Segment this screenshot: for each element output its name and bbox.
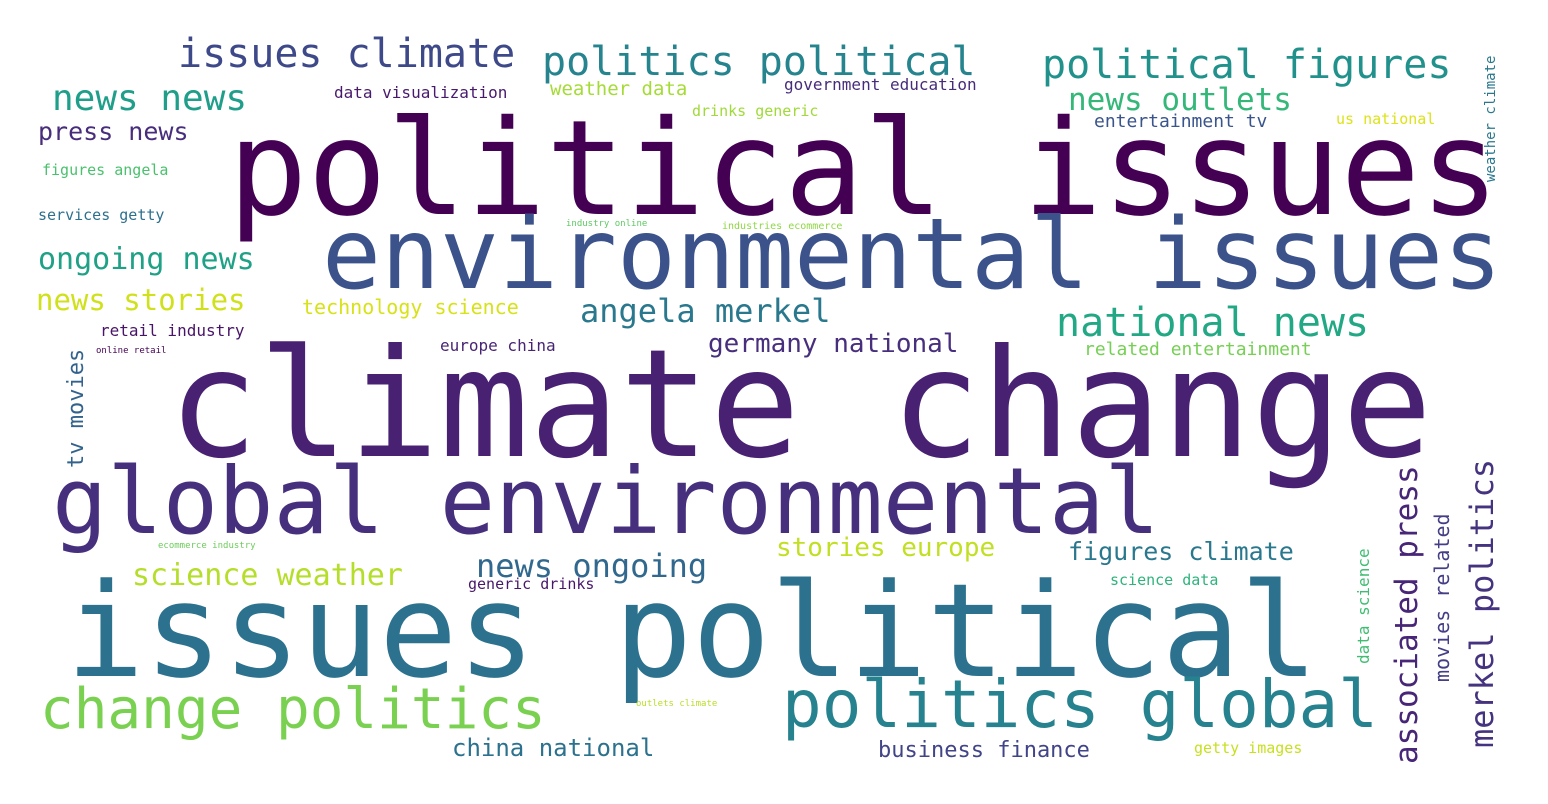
word-political-figures: political figures xyxy=(1042,42,1452,88)
word-europe-china: europe china xyxy=(440,336,556,355)
word-data-science: data science xyxy=(1354,548,1373,664)
word-politics-political: politics political xyxy=(542,39,976,85)
word-generic-drinks: generic drinks xyxy=(468,575,595,593)
word-angela-merkel: angela merkel xyxy=(580,292,831,330)
word-news-ongoing: news ongoing xyxy=(476,547,708,585)
word-change-politics: change politics xyxy=(40,677,546,742)
word-stories-europe: stories europe xyxy=(776,533,996,563)
word-related-entertainment: related entertainment xyxy=(1084,339,1312,360)
word-outlets-climate: outlets climate xyxy=(636,699,718,709)
word-issues-political: issues political xyxy=(66,555,1319,707)
word-ecommerce-industry: ecommerce industry xyxy=(158,541,256,551)
word-china-national: china national xyxy=(452,734,655,762)
word-business-finance: business finance xyxy=(878,738,1090,763)
word-press-news: press news xyxy=(38,117,189,146)
word-retail-industry: retail industry xyxy=(100,321,245,340)
word-technology-science: technology science xyxy=(302,295,519,319)
word-news-outlets: news outlets xyxy=(1068,82,1292,118)
word-data-visualization: data visualization xyxy=(334,83,508,102)
word-science-data: science data xyxy=(1110,571,1219,589)
word-us-national: us national xyxy=(1336,110,1436,128)
word-ongoing-news: ongoing news xyxy=(38,242,255,277)
word-tv-movies: tv movies xyxy=(64,348,89,468)
word-figures-climate: figures climate xyxy=(1068,537,1294,566)
word-associated-press: associated press xyxy=(1389,465,1425,764)
word-environmental-issues: environmental issues xyxy=(322,198,1503,312)
word-issues-climate: issues climate xyxy=(178,31,516,77)
word-industries-ecommerce: industries ecommerce xyxy=(722,221,843,232)
word-entertainment-tv: entertainment tv xyxy=(1094,111,1268,132)
word-politics-global: politics global xyxy=(782,666,1379,743)
word-getty-images: getty images xyxy=(1194,739,1303,757)
word-services-getty: services getty xyxy=(38,206,165,224)
word-news-stories: news stories xyxy=(36,283,246,317)
word-global-environmental: global environmental xyxy=(52,448,1160,555)
word-weather-climate: weather climate xyxy=(1483,55,1499,182)
word-drinks-generic: drinks generic xyxy=(692,102,819,120)
word-climate-change: climate change xyxy=(168,318,1433,492)
word-science-weather: science weather xyxy=(132,558,403,593)
word-government-education: government education xyxy=(784,75,977,94)
word-online-retail: online retail xyxy=(96,346,167,356)
word-merkel-politics: merkel politics xyxy=(1463,459,1501,748)
word-weather-data: weather data xyxy=(550,78,688,100)
word-national-news: national news xyxy=(1056,300,1370,346)
word-figures-angela: figures angela xyxy=(42,161,169,179)
word-movies-related: movies related xyxy=(1430,513,1454,682)
word-germany-national: germany national xyxy=(708,329,959,359)
word-news-news: news news xyxy=(52,78,248,119)
word-political-issues: political issues xyxy=(228,92,1500,246)
word-industry-online: industry online xyxy=(566,219,648,229)
